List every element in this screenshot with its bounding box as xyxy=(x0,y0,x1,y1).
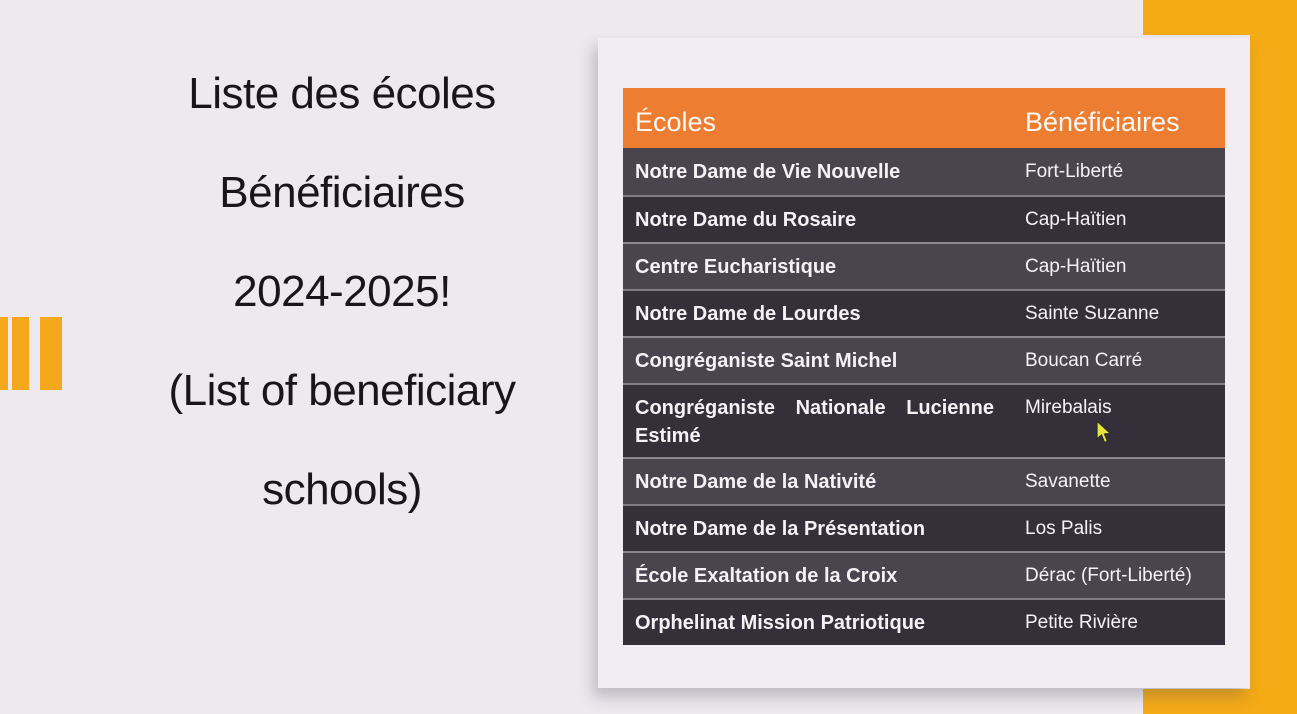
beneficiary-cell: Petite Rivière xyxy=(1025,611,1138,633)
slide-title-line: schools) xyxy=(262,465,422,514)
beneficiary-cell: Cap-Haïtien xyxy=(1025,255,1127,277)
school-cell: Congréganiste Saint Michel xyxy=(635,349,898,372)
beneficiary-cell: Dérac (Fort-Liberté) xyxy=(1025,564,1192,586)
school-cell: Notre Dame de Lourdes xyxy=(635,302,861,325)
left-accent-bar xyxy=(0,317,8,390)
slide-title-line: Bénéficiaires xyxy=(219,168,465,217)
table-row: Centre Eucharistique Cap-Haïtien xyxy=(623,242,1225,289)
table-row: Notre Dame de Vie Nouvelle Fort-Liberté xyxy=(623,148,1225,195)
slide-title-line: (List of beneficiary xyxy=(168,366,516,415)
right-accent-strip xyxy=(1250,0,1297,714)
left-accent-bar xyxy=(12,317,29,390)
school-cell: Centre Eucharistique xyxy=(635,255,837,278)
slide-title: Liste des écoles Bénéficiaires 2024-2025… xyxy=(88,44,596,539)
table-row: Orphelinat Mission Patriotique Petite Riv… xyxy=(623,598,1225,645)
school-cell: École Exaltation de la Croix xyxy=(635,564,898,587)
school-cell: Notre Dame de la Nativité xyxy=(635,470,877,493)
table-row: Congréganiste Saint Michel Boucan Carré xyxy=(623,336,1225,383)
school-cell: Notre Dame de Vie Nouvelle xyxy=(635,160,901,183)
school-cell: Notre Dame de la Présentation xyxy=(635,517,926,540)
left-accent-bar xyxy=(40,317,62,390)
slide-title-line: 2024-2025! xyxy=(233,267,451,316)
beneficiary-cell: Fort-Liberté xyxy=(1025,160,1124,182)
mouse-cursor-icon xyxy=(1096,421,1112,444)
beneficiary-cell: Cap-Haïtien xyxy=(1025,208,1127,230)
table-row: Notre Dame du Rosaire Cap-Haïtien xyxy=(623,195,1225,242)
table-row: Notre Dame de Lourdes Sainte Suzanne xyxy=(623,289,1225,336)
table-row: École Exaltation de la Croix Dérac (Fort-… xyxy=(623,551,1225,598)
beneficiary-cell: Savanette xyxy=(1025,470,1111,492)
table-row: Congréganiste Nationale Lucienne Estimé Mire… xyxy=(623,383,1225,457)
slide-title-line: Liste des écoles xyxy=(188,69,496,118)
content-card: Écoles Bénéficiaires Notre Dame de Vie N… xyxy=(598,38,1250,688)
table-body: Notre Dame de Vie Nouvelle Fort-Liberté No… xyxy=(623,148,1225,645)
school-cell: Congréganiste Nationale Lucienne Estimé xyxy=(635,397,994,447)
beneficiary-cell: Los Palis xyxy=(1025,517,1103,539)
school-cell: Notre Dame du Rosaire xyxy=(635,208,857,231)
beneficiary-cell: Boucan Carré xyxy=(1025,349,1143,371)
schools-table: Écoles Bénéficiaires Notre Dame de Vie N… xyxy=(623,88,1225,645)
school-cell: Orphelinat Mission Patriotique xyxy=(635,611,926,634)
bottom-right-accent-bar xyxy=(1143,689,1297,714)
table-header-row: Écoles Bénéficiaires xyxy=(623,88,1225,148)
header-cell-ecoles: Écoles xyxy=(635,106,717,137)
header-cell-beneficiaires: Bénéficiaires xyxy=(1025,106,1180,137)
beneficiary-cell: Sainte Suzanne xyxy=(1025,302,1160,324)
table-row: Notre Dame de la Présentation Los Palis xyxy=(623,504,1225,551)
table-row: Notre Dame de la Nativité Savanette xyxy=(623,457,1225,504)
beneficiary-cell: Mirebalais xyxy=(1025,397,1112,418)
